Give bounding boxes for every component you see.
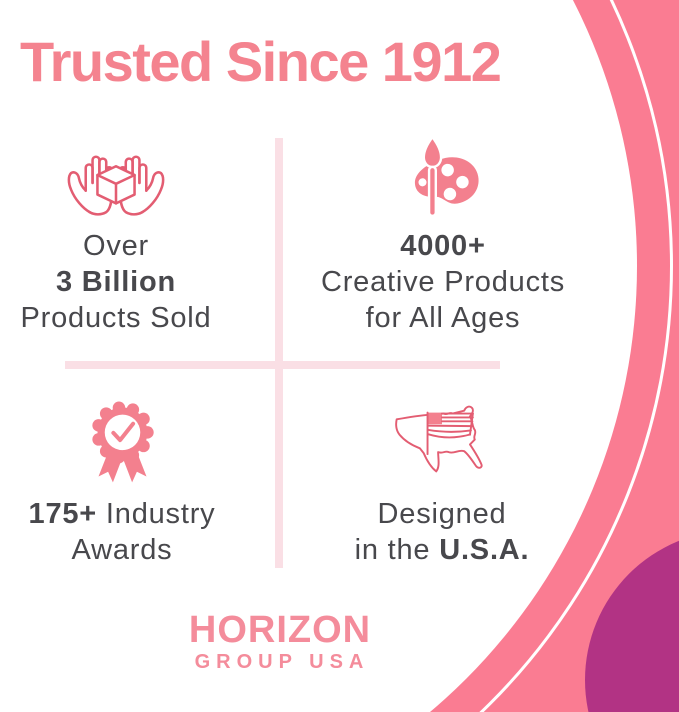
- stat-usa-bold: U.S.A.: [439, 534, 530, 566]
- page-background-circle: [0, 0, 637, 712]
- quadrant-creative-products: 4000+ Creative Products for All Ages: [310, 132, 576, 336]
- usa-map-flag-icon: [307, 396, 577, 488]
- stat-line-prefix: in the: [354, 534, 440, 566]
- stat-number-bold: 175+: [28, 498, 98, 530]
- stat-designed-usa: Designed in the U.S.A.: [307, 496, 577, 568]
- stat-creative-products: 4000+ Creative Products for All Ages: [310, 228, 576, 336]
- stat-line: Awards: [71, 534, 173, 566]
- page-title: Trusted Since 1912: [20, 30, 502, 93]
- stat-line-rest: Industry: [97, 498, 216, 530]
- hands-holding-box-icon: [0, 132, 232, 220]
- stat-line: for All Ages: [365, 302, 521, 334]
- stat-line: Creative Products: [320, 266, 566, 298]
- quadrant-industry-awards: 175+ Industry Awards: [2, 396, 242, 568]
- logo-line1: HORIZON: [188, 609, 372, 651]
- award-ribbon-check-svg: [91, 401, 154, 483]
- paint-palette-brush-svg: [414, 134, 479, 217]
- stat-line-bold: 4000+: [400, 230, 486, 262]
- hands-holding-box-svg: [67, 155, 165, 216]
- vertical-divider: [275, 138, 283, 568]
- stat-line: Over: [82, 230, 150, 262]
- stat-line: Products Sold: [20, 302, 212, 334]
- stat-products-sold: Over 3 Billion Products Sold: [0, 228, 232, 336]
- stat-line-bold: 3 Billion: [56, 266, 176, 298]
- horizontal-divider: [65, 361, 500, 369]
- paint-palette-brush-icon: [310, 132, 576, 220]
- logo-line2: GROUP USA: [194, 651, 370, 673]
- award-ribbon-check-icon: [2, 396, 242, 488]
- quadrant-products-sold: Over 3 Billion Products Sold: [0, 132, 232, 336]
- usa-map-flag-svg: [395, 405, 483, 472]
- quadrant-designed-usa: Designed in the U.S.A.: [307, 396, 577, 568]
- stat-line: Designed: [377, 498, 507, 530]
- stat-line: in the U.S.A.: [307, 532, 577, 568]
- stat-industry-awards: 175+ Industry Awards: [2, 496, 242, 568]
- horizon-group-usa-logo: HORIZON GROUP USA: [140, 610, 420, 674]
- stat-line: 175+ Industry: [2, 496, 242, 532]
